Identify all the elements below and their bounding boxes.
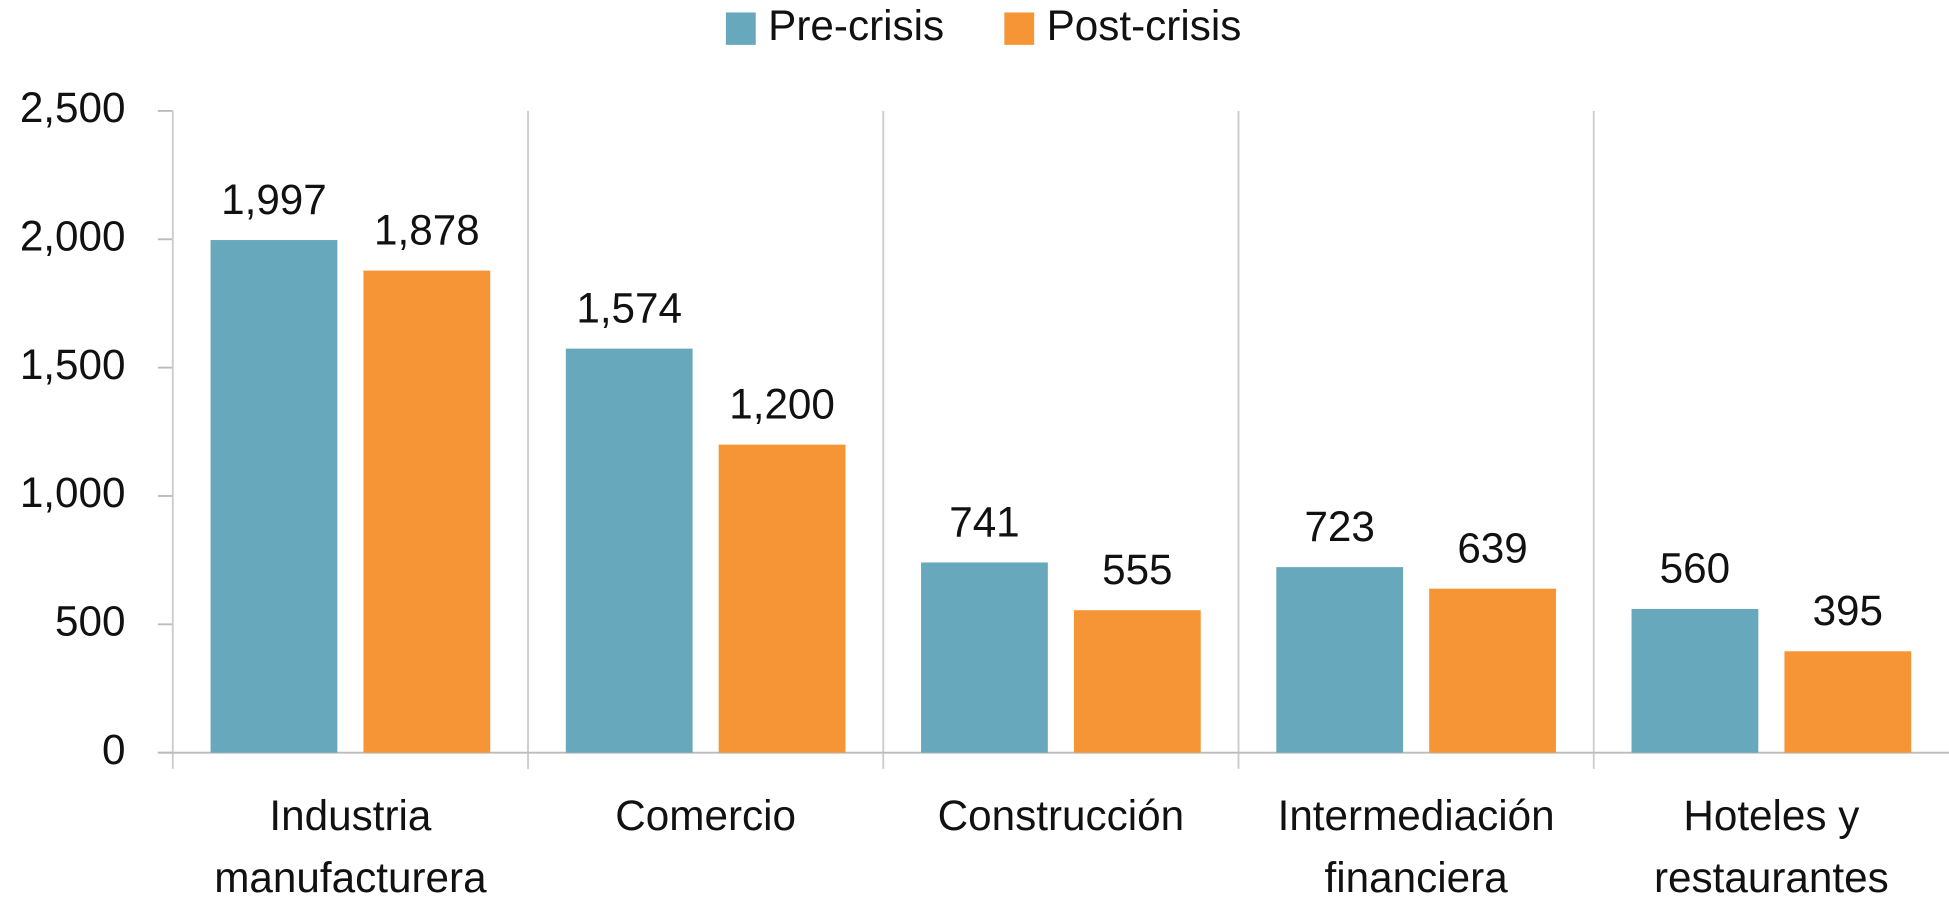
bar xyxy=(921,562,1048,753)
legend-swatch xyxy=(1004,12,1035,45)
legend-swatch xyxy=(725,12,756,45)
x-tick-label: Comercio xyxy=(615,792,796,839)
data-label: 1,878 xyxy=(374,206,480,253)
y-tick-label: 2,000 xyxy=(20,212,126,259)
data-label: 639 xyxy=(1457,524,1527,571)
bar xyxy=(565,348,693,753)
y-tick-label: 500 xyxy=(55,597,125,644)
legend-label: Post-crisis xyxy=(1047,2,1242,49)
data-label: 1,997 xyxy=(221,176,327,223)
x-tick-label: Construcción xyxy=(938,792,1185,839)
data-label: 555 xyxy=(1102,546,1172,593)
bar xyxy=(1784,651,1912,753)
bar xyxy=(718,444,846,753)
data-label: 395 xyxy=(1813,587,1883,634)
bar xyxy=(210,240,338,753)
y-tick-label: 1,500 xyxy=(20,341,126,388)
x-tick-label: Intermediación financiera xyxy=(1278,792,1555,901)
data-label: 741 xyxy=(949,498,1019,545)
data-label: 723 xyxy=(1304,503,1374,550)
bar xyxy=(1073,610,1201,753)
bar xyxy=(1276,567,1404,753)
data-label: 560 xyxy=(1660,545,1730,592)
bar xyxy=(1429,588,1556,753)
bar xyxy=(1631,608,1759,753)
data-label: 1,574 xyxy=(576,284,682,331)
x-tick-label: Industria manufacturera xyxy=(214,792,487,901)
y-tick-label: 0 xyxy=(102,726,126,773)
legend-label: Pre-crisis xyxy=(768,2,944,49)
y-tick-label: 2,500 xyxy=(20,84,126,131)
bar xyxy=(363,270,491,753)
x-tick-label: Hoteles y restaurantes xyxy=(1654,792,1889,901)
y-tick-label: 1,000 xyxy=(20,469,126,516)
data-label: 1,200 xyxy=(729,380,835,427)
